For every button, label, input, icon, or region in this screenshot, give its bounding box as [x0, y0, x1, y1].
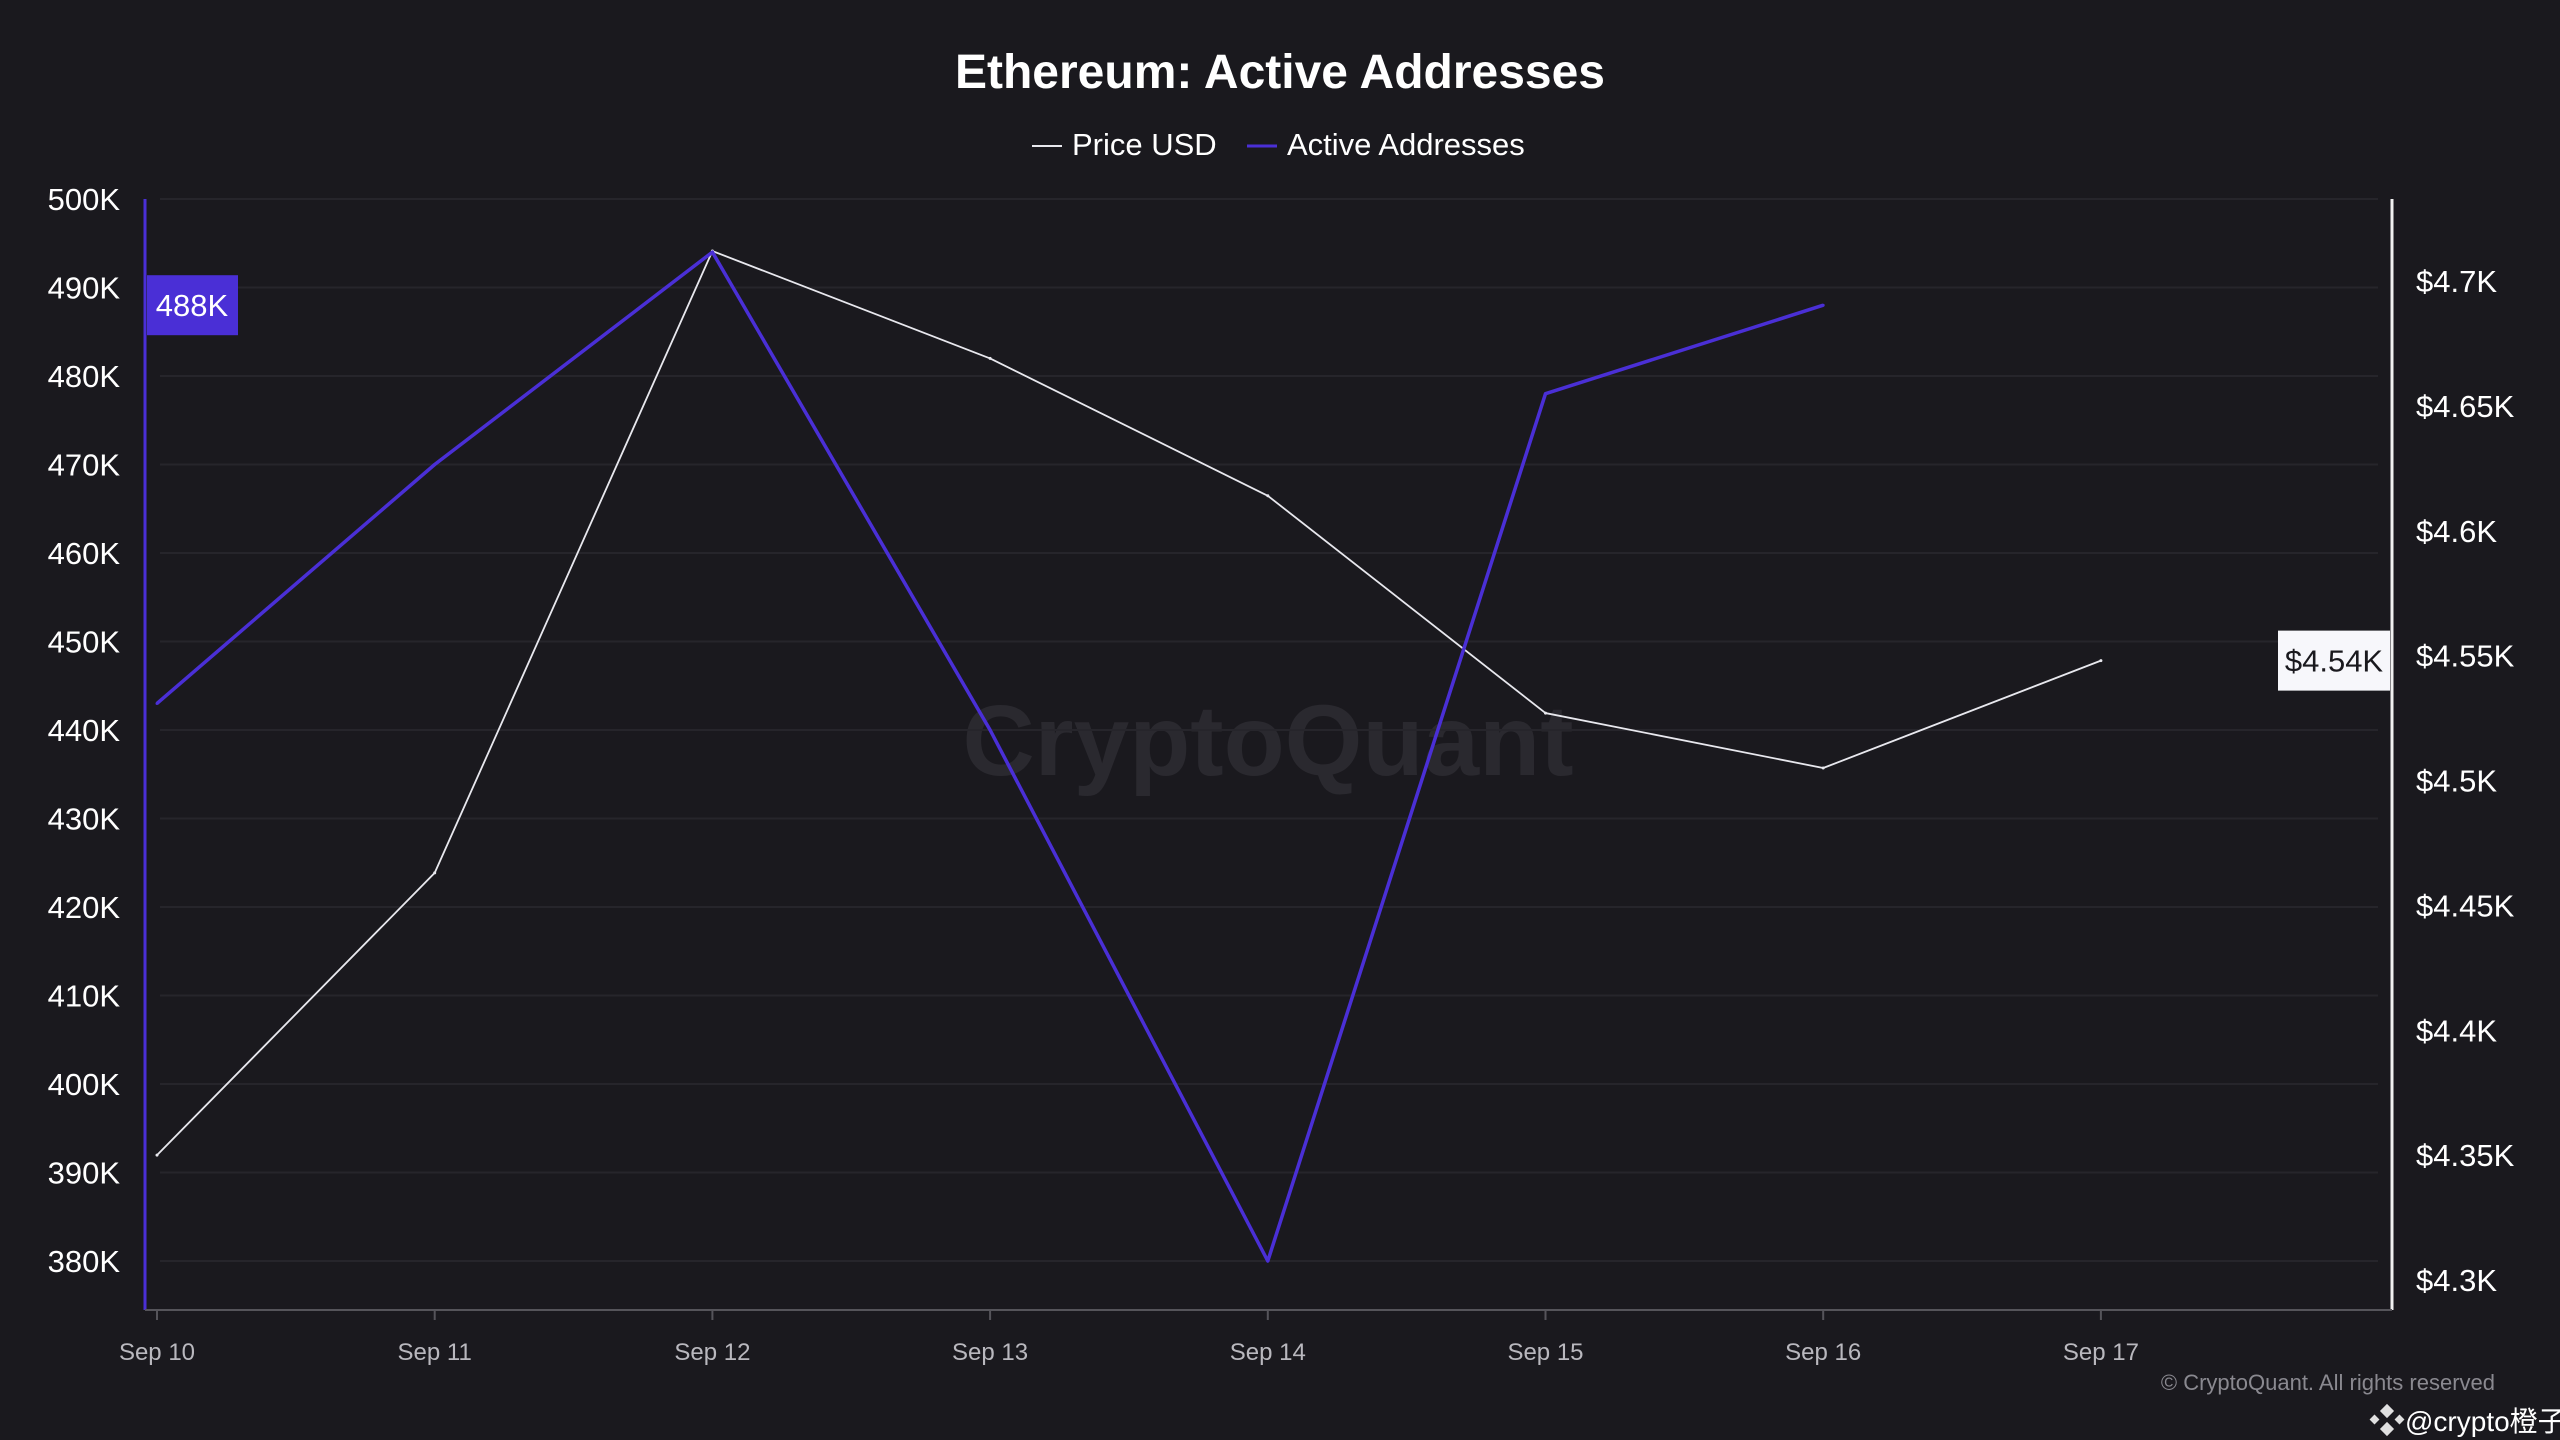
data-point	[155, 701, 159, 705]
left-axis-tick-label: 460K	[48, 536, 121, 571]
left-axis-tick-label: 410K	[48, 979, 121, 1014]
last-value-badge-right	[2278, 630, 2390, 691]
right-axis-tick-label: $4.45K	[2416, 888, 2515, 923]
legend-label-active[interactable]: Active Addresses	[1287, 127, 1525, 162]
x-axis-tick-label: Sep 10	[119, 1339, 195, 1366]
x-axis-tick-label: Sep 13	[952, 1339, 1028, 1366]
left-axis-tick-label: 440K	[48, 713, 121, 748]
left-axis-tick-label: 430K	[48, 802, 121, 837]
x-axis-tick-label: Sep 11	[398, 1339, 472, 1366]
data-point	[155, 1153, 159, 1157]
left-axis-tick-label: 450K	[48, 625, 121, 660]
data-point	[710, 250, 714, 254]
data-point	[1266, 1259, 1270, 1263]
right-axis-tick-label: $4.5K	[2416, 764, 2497, 799]
right-axis-tick-label: $4.4K	[2416, 1013, 2497, 1048]
right-axis-tick-label: $4.3K	[2416, 1263, 2497, 1298]
last-value-label-right: $4.54K	[2285, 644, 2384, 679]
right-axis-tick-label: $4.55K	[2416, 639, 2515, 674]
data-point	[1821, 766, 1825, 770]
data-point	[988, 728, 992, 732]
credit-text: @crypto橙子	[2405, 1406, 2560, 1437]
data-point	[433, 871, 437, 875]
legend: Price USD Active Addresses	[1032, 127, 1525, 162]
last-value-label-left: 488K	[156, 288, 229, 323]
right-axis-tick-label: $4.65K	[2416, 389, 2515, 424]
left-axis-tick-label: 390K	[48, 1156, 121, 1191]
legend-label-price[interactable]: Price USD	[1072, 127, 1217, 162]
left-axis-tick-label: 480K	[48, 359, 121, 394]
data-point	[1821, 303, 1825, 307]
left-axis-tick-label: 400K	[48, 1067, 121, 1102]
x-axis-tick-label: Sep 17	[2063, 1339, 2139, 1366]
left-axis-tick-label: 470K	[48, 448, 121, 483]
left-axis-tick-label: 490K	[48, 271, 121, 306]
copyright: © CryptoQuant. All rights reserved	[2161, 1370, 2495, 1395]
last-value-badge-left	[147, 275, 238, 336]
watermark: CryptoQuant	[962, 685, 1573, 797]
right-axis-tick-label: $4.7K	[2416, 264, 2497, 299]
x-axis-tick-label: Sep 14	[1230, 1339, 1306, 1366]
data-point	[2099, 659, 2103, 663]
data-point	[988, 356, 992, 360]
credit: @crypto橙子	[2369, 1403, 2560, 1437]
x-axis-tick-label: Sep 16	[1785, 1339, 1861, 1366]
series-line-price-usd	[156, 250, 2102, 1156]
right-axis-tick-label: $4.6K	[2416, 514, 2497, 549]
data-point	[1266, 494, 1270, 498]
right-axis-tick-label: $4.35K	[2416, 1138, 2515, 1173]
data-point	[1544, 392, 1547, 396]
left-axis-tick-label: 380K	[48, 1244, 121, 1279]
data-point	[433, 463, 437, 466]
data-point	[1544, 711, 1547, 715]
left-axis-tick-label: 500K	[48, 182, 121, 217]
binance-logo-icon	[2369, 1403, 2405, 1437]
x-axis-tick-label: Sep 12	[674, 1339, 750, 1366]
chart-title: Ethereum: Active Addresses	[955, 46, 1605, 99]
left-axis-tick-label: 420K	[48, 890, 121, 925]
x-axis-tick-label: Sep 15	[1507, 1339, 1583, 1366]
